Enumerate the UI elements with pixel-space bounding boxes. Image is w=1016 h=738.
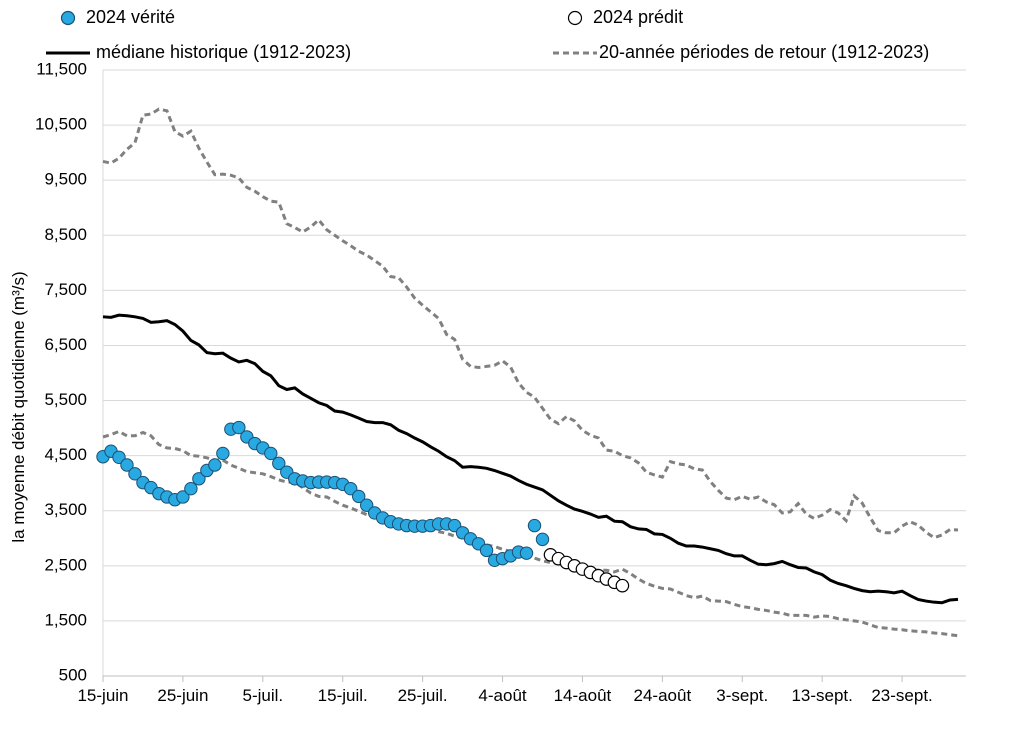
x-tick-label: 23-sept.: [871, 686, 932, 705]
observed-point: [128, 467, 142, 481]
y-tick-label: 7,500: [44, 280, 87, 299]
legend-predicted-label: 2024 prédit: [593, 7, 683, 27]
observed-point: [232, 420, 246, 435]
y-tick-label: 3,500: [44, 500, 87, 519]
observed-point: [192, 472, 206, 486]
observed-point: [344, 481, 358, 496]
x-tick-label: 15-juil.: [318, 686, 368, 705]
observed-point: [352, 489, 366, 504]
x-tick-label: 13-sept.: [791, 686, 852, 705]
observed-point: [184, 481, 198, 496]
y-tick-label: 4,500: [44, 445, 87, 464]
y-axis-label: la moyenne débit quotidienne (m³/s): [9, 271, 28, 542]
y-tick-label: 2,500: [44, 555, 87, 574]
y-tick-label: 1,500: [44, 610, 87, 629]
observed-point: [272, 456, 286, 471]
x-tick-label: 3-sept.: [716, 686, 768, 705]
y-tick-label: 8,500: [44, 225, 87, 244]
x-tick-label: 4-août: [478, 686, 526, 705]
observed-point: [120, 458, 134, 472]
predicted-point: [615, 578, 630, 593]
y-tick-label: 10,500: [35, 115, 87, 134]
legend-median-label: médiane historique (1912-2023): [96, 42, 351, 62]
observed-point: [208, 458, 222, 472]
return-period-upper-line: [102, 107, 959, 540]
observed-point: [479, 543, 494, 558]
y-tick-label: 500: [59, 665, 87, 684]
observed-point: [112, 450, 126, 464]
y-tick-label: 11,500: [36, 59, 87, 78]
y-tick-label: 6,500: [44, 335, 87, 354]
observed-point: [519, 546, 534, 560]
return-period-lower-line: [102, 429, 959, 638]
x-ticks: 15-juin 25-juin 5-juil. 15-juil. 25-juil. 4-a…: [77, 675, 966, 705]
observed-point: [527, 518, 542, 533]
observed-point: [535, 532, 550, 547]
x-tick-label: 25-juil.: [398, 686, 448, 705]
legend-predicted-marker: [567, 10, 583, 26]
y-tick-label: 5,500: [44, 390, 87, 409]
observed-point: [216, 446, 230, 461]
x-tick-label: 14-août: [554, 686, 612, 705]
markers: [96, 420, 630, 593]
y-tick-label: 9,500: [44, 170, 87, 189]
legend-observed-label: 2024 vérité: [86, 7, 175, 27]
x-tick-label: 15-juin: [77, 686, 128, 705]
observed-point: [176, 490, 190, 504]
grid: [102, 69, 966, 677]
legend-return-label: 20-année périodes de retour (1912-2023): [599, 42, 929, 62]
x-tick-label: 24-août: [634, 686, 692, 705]
x-tick-label: 25-juin: [157, 686, 208, 705]
observed-point: [359, 498, 374, 512]
observed-point: [264, 446, 278, 461]
y-ticks: 11,500 10,500 9,500 8,500 7,500 6,500 5,500 4,5…: [35, 59, 87, 684]
x-tick-label: 5-juil.: [243, 686, 284, 705]
median-line: [102, 313, 959, 605]
legend: 2024 vérité 2024 prédit médiane historiq…: [46, 7, 929, 62]
legend-observed-marker: [60, 10, 76, 26]
